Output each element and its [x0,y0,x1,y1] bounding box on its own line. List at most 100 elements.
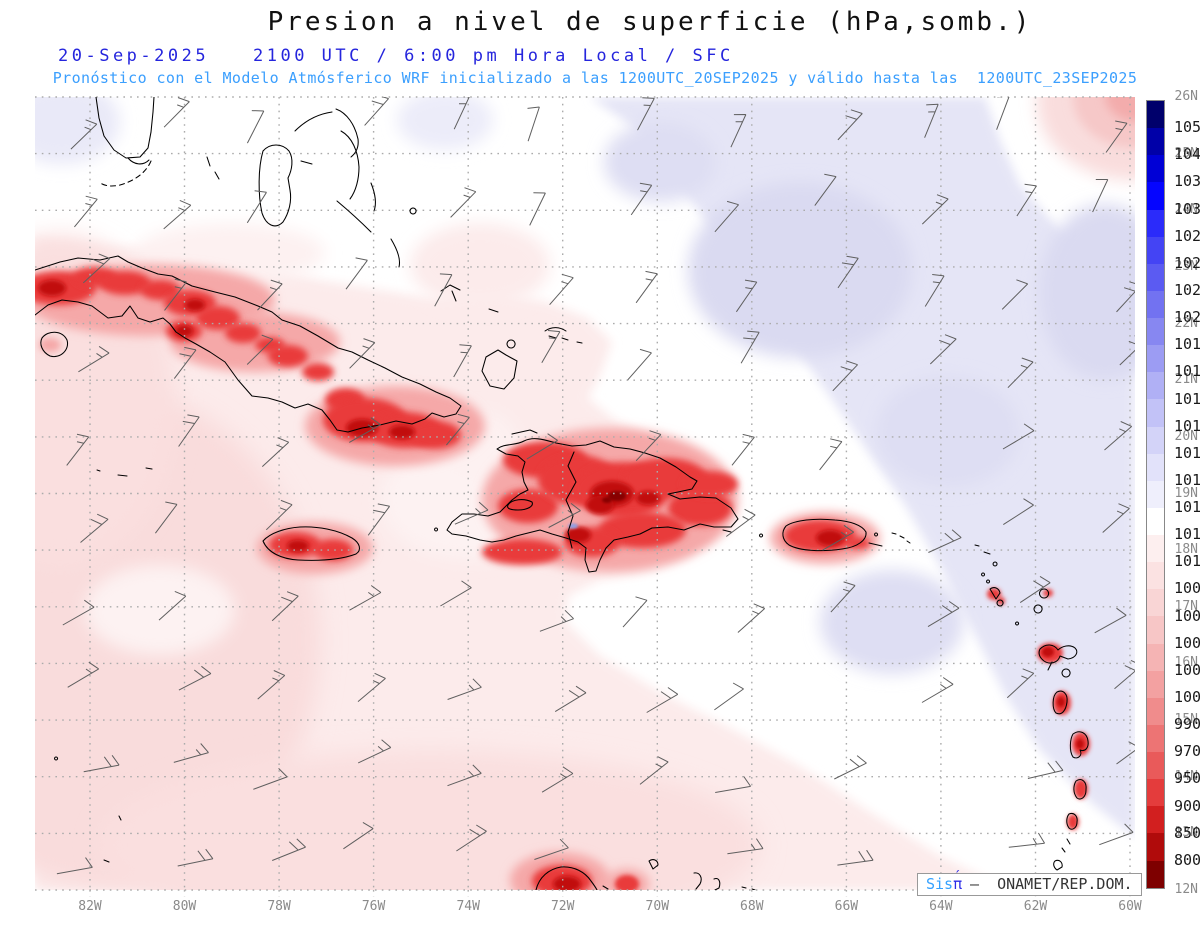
wind-barb [271,591,299,622]
brand-pi-accent: ´ [953,870,961,885]
wind-barb [541,330,561,363]
coast-gonave [507,499,533,511]
coast-saona [722,529,732,533]
coast-dominica [1052,690,1068,715]
wind-barb [929,334,957,365]
wind-barb [1102,503,1130,533]
colorbar-segment [1147,318,1164,346]
coast-haiti-dr-border [565,451,577,549]
wind-barb [446,413,470,446]
colorbar-value-label: 1014 [1174,470,1200,489]
wind-barb [454,501,489,525]
coast-great-inagua [481,349,518,390]
colorbar-segment [1147,263,1164,291]
colorbar-value-label: 850 [1174,823,1200,842]
colorbar-segment [1147,670,1164,698]
wind-barb [837,109,863,141]
wind-barb [1114,659,1135,690]
colorbar-segment [1147,860,1164,888]
wind-barb [924,103,939,138]
lat-tick-label: 24N [1174,202,1198,218]
wind-barb [349,585,382,611]
wind-barb [731,433,755,466]
lon-tick-label: 72W [550,899,575,914]
graticule [35,96,1135,897]
colorbar-value-label: 1017 [1174,389,1200,408]
colorbar-segment [1147,290,1164,318]
colorbar-segment [1147,779,1164,807]
coast-st-kitts-nevis [989,587,1004,607]
wind-barb [549,273,574,306]
wind-barb [529,192,546,226]
wind-barb [257,670,286,700]
wind-barb [155,501,178,534]
coast-st-vincent [1066,812,1078,830]
wind-barb [627,348,652,381]
page-title: Presion a nivel de superficie (hPa,somb.… [267,7,1033,37]
wind-barb [257,279,283,311]
wind-barb [272,838,306,861]
wind-barb [526,433,558,460]
wind-barb [158,590,187,621]
wind-barb [921,677,954,703]
colorbar-segment [1147,155,1164,183]
colorbar-segment [1147,182,1164,210]
wind-barb [78,345,110,373]
coast-mayaguana [488,308,499,313]
wind-barb [635,430,662,462]
colorbar-value-label: 1016 [1174,416,1200,435]
lon-tick-label: 66W [834,899,859,914]
coast-vieques [868,542,883,547]
colorbar-value-label: 1006 [1174,606,1200,625]
wind-barb [83,755,120,773]
wind-barb [830,581,856,613]
colorbar-segment [1147,453,1164,481]
wind-barb [82,253,111,284]
wind-barb [173,346,197,379]
wind-barb [56,857,93,875]
coast-san-salvador [409,207,417,215]
wind-barb [1003,498,1034,526]
colorbar-segment [1147,426,1164,454]
wind-barb [343,821,374,850]
coast-aruba [648,859,659,870]
wind-barb [440,580,472,607]
lon-tick-label: 60W [1118,899,1142,914]
coast-caicos [544,327,583,344]
wind-barb [834,755,867,780]
wind-barb [832,360,858,392]
coast-puerto-rico [782,518,867,552]
coast-grenadines [1061,838,1071,853]
lat-tick-label: 19N [1174,485,1198,501]
wind-barb [447,678,482,700]
wind-barb [364,97,389,126]
coast-sw-cays [54,756,122,863]
colorbar-value-label: 1015 [1174,443,1200,462]
coast-cayman-islands [96,467,153,477]
colorbar-segment [1147,480,1164,508]
wind-barb [737,603,766,633]
colorbar-value-label: 970 [1174,742,1200,761]
wind-barb [367,503,391,536]
colorbar-segment [1147,697,1164,725]
wind-barb [67,661,99,688]
lat-tick-label: 21N [1174,372,1198,388]
wind-barb [345,257,368,290]
colorbar-segment [1147,101,1164,129]
coast-culebra [874,532,879,537]
wind-barb [548,503,581,528]
wind-barb [1008,832,1046,848]
coast-abaco [335,108,359,158]
wind-barb [66,433,90,466]
colorbar-value-label: 800 [1174,850,1200,869]
wind-barb [735,279,758,313]
colorbar-value-label: 1018 [1174,362,1200,381]
wind-barb [178,414,200,447]
wind-barb [349,338,376,369]
wind-barb [173,743,209,763]
wind-barb [921,194,949,225]
lon-tick-label: 62W [1023,899,1048,914]
coast-curacao [693,872,702,890]
